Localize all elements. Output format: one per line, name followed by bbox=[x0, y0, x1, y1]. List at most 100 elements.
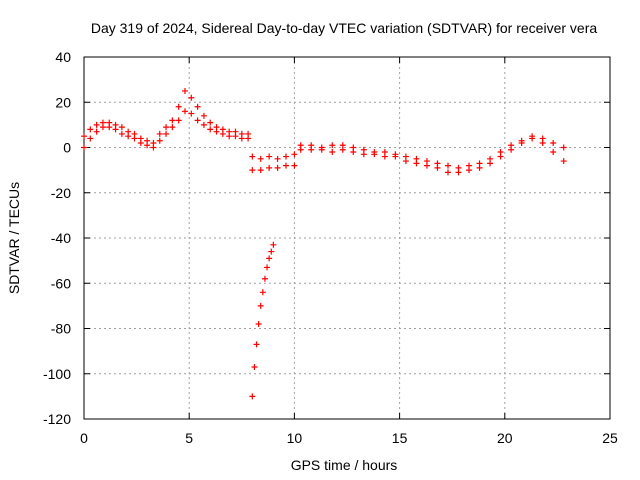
y-tick-label: -40 bbox=[51, 230, 71, 246]
data-point bbox=[87, 135, 94, 142]
chart-title: Day 319 of 2024, Sidereal Day-to-day VTE… bbox=[91, 20, 597, 36]
data-point bbox=[112, 126, 119, 133]
data-point bbox=[497, 153, 504, 160]
data-point bbox=[131, 135, 138, 142]
data-point bbox=[259, 289, 266, 296]
data-point bbox=[81, 133, 87, 140]
data-point bbox=[444, 162, 451, 169]
data-point bbox=[270, 241, 277, 248]
data-point bbox=[188, 94, 195, 101]
data-point bbox=[274, 164, 281, 171]
data-point bbox=[257, 155, 264, 162]
data-point bbox=[118, 124, 125, 131]
data-point bbox=[163, 130, 170, 137]
data-point bbox=[249, 393, 256, 400]
data-point bbox=[257, 302, 264, 309]
data-point bbox=[318, 146, 325, 153]
data-point bbox=[144, 142, 151, 149]
data-point bbox=[194, 103, 201, 110]
data-point bbox=[329, 142, 336, 149]
data-point bbox=[261, 275, 268, 282]
data-point bbox=[350, 149, 357, 156]
data-point bbox=[200, 112, 207, 119]
data-point bbox=[87, 126, 94, 133]
data-point bbox=[392, 153, 399, 160]
y-axis-label: SDTVAR / TECUs bbox=[6, 182, 22, 294]
data-point bbox=[207, 119, 214, 126]
series-track-g bbox=[297, 135, 567, 176]
data-point bbox=[194, 117, 201, 124]
data-point bbox=[99, 124, 106, 131]
data-point bbox=[329, 149, 336, 156]
data-point bbox=[381, 153, 388, 160]
data-point bbox=[560, 158, 567, 165]
data-point bbox=[251, 363, 258, 370]
data-point bbox=[282, 162, 289, 169]
data-point bbox=[550, 149, 557, 156]
data-point bbox=[125, 133, 132, 140]
data-point bbox=[550, 139, 557, 146]
data-point bbox=[207, 126, 214, 133]
data-point bbox=[118, 130, 125, 137]
y-tick-label: -60 bbox=[51, 275, 71, 291]
x-tick-label: 5 bbox=[185, 430, 193, 446]
data-point bbox=[434, 164, 441, 171]
data-point bbox=[371, 151, 378, 158]
data-point bbox=[93, 128, 100, 135]
data-point bbox=[156, 130, 163, 137]
plot-frame bbox=[83, 56, 611, 420]
data-point bbox=[232, 133, 239, 140]
data-point bbox=[81, 144, 87, 151]
data-point bbox=[282, 153, 289, 160]
data-point bbox=[444, 169, 451, 176]
data-point bbox=[466, 167, 473, 174]
data-point bbox=[266, 153, 273, 160]
y-tick-label: 40 bbox=[55, 49, 71, 65]
data-point bbox=[200, 121, 207, 128]
data-point bbox=[219, 130, 226, 137]
data-point bbox=[257, 167, 264, 174]
data-point bbox=[163, 124, 170, 131]
data-point bbox=[226, 133, 233, 140]
data-point bbox=[455, 169, 462, 176]
data-point bbox=[106, 124, 113, 131]
x-axis-label: GPS time / hours bbox=[291, 457, 398, 473]
data-point bbox=[213, 128, 220, 135]
data-point bbox=[487, 160, 494, 167]
data-point bbox=[188, 110, 195, 117]
data-point bbox=[175, 117, 182, 124]
data-point bbox=[137, 139, 144, 146]
data-point bbox=[560, 144, 567, 151]
data-point bbox=[175, 103, 182, 110]
data-point bbox=[529, 135, 536, 142]
data-point bbox=[274, 155, 281, 162]
series-track-e bbox=[249, 241, 277, 400]
data-point bbox=[423, 162, 430, 169]
data-point bbox=[339, 146, 346, 153]
series-track-c bbox=[249, 151, 298, 162]
data-point bbox=[181, 87, 188, 94]
data-point bbox=[150, 144, 157, 151]
data-points bbox=[81, 87, 567, 400]
data-point bbox=[297, 146, 304, 153]
data-point bbox=[253, 341, 260, 348]
x-tick-label: 10 bbox=[287, 430, 303, 446]
data-point bbox=[539, 139, 546, 146]
data-point bbox=[181, 108, 188, 115]
data-point bbox=[291, 151, 298, 158]
data-point bbox=[508, 146, 515, 153]
data-point bbox=[266, 255, 273, 262]
series-track-d bbox=[249, 162, 298, 174]
data-point bbox=[268, 248, 275, 255]
x-tick-label: 15 bbox=[392, 430, 408, 446]
y-tick-label: -100 bbox=[43, 366, 71, 382]
series-track-a bbox=[81, 87, 252, 146]
series-track-f bbox=[297, 133, 567, 171]
y-tick-label: 20 bbox=[55, 94, 71, 110]
data-point bbox=[264, 264, 271, 271]
y-tick-label: -20 bbox=[51, 185, 71, 201]
data-point bbox=[93, 121, 100, 128]
y-tick-label: -80 bbox=[51, 321, 71, 337]
y-tick-label: 0 bbox=[63, 140, 71, 156]
